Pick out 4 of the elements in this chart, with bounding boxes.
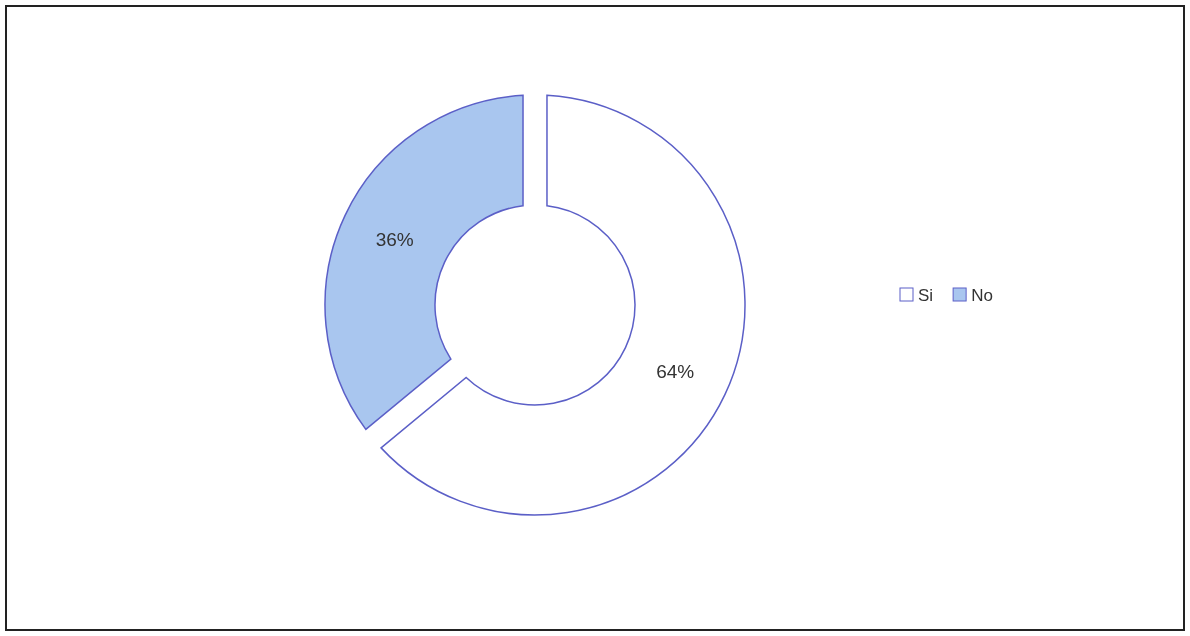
- legend-label: No: [971, 285, 993, 305]
- data-label: 64%: [656, 360, 695, 382]
- legend-label: Si: [918, 285, 934, 305]
- data-label: 36%: [375, 228, 414, 250]
